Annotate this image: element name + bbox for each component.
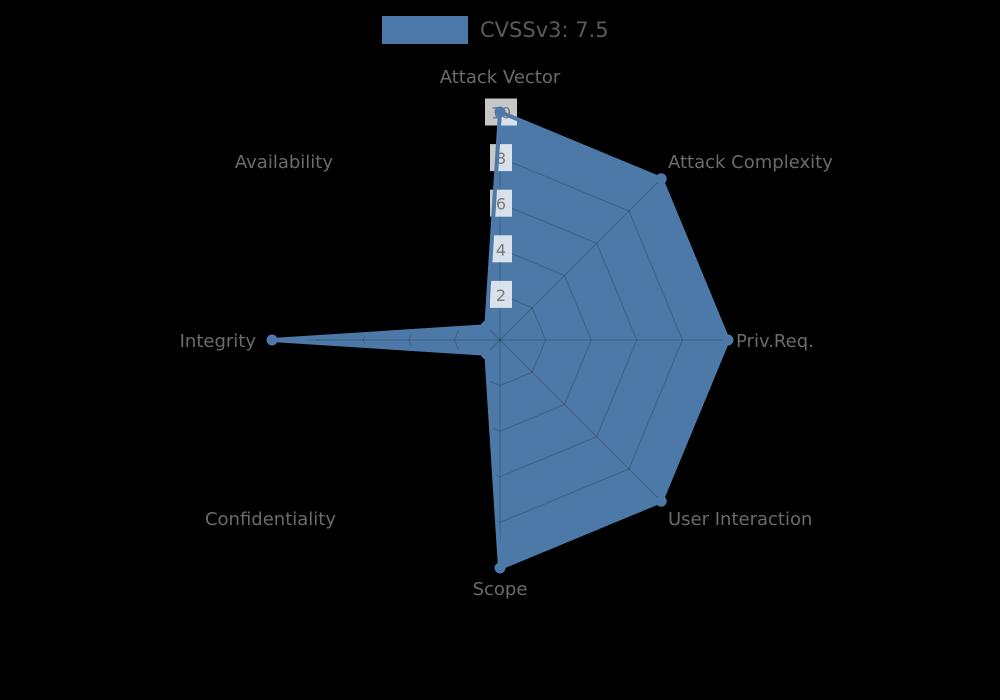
axis-label-attack-complexity: Attack Complexity	[668, 152, 833, 173]
tick-box	[490, 280, 512, 308]
data-point-dot	[722, 334, 734, 346]
grid-spoke	[338, 339, 501, 502]
legend: CVSSv3: 7.5	[382, 16, 609, 44]
data-point-dot	[494, 106, 506, 118]
data-point-dot	[494, 562, 506, 574]
grid-spoke	[499, 339, 662, 502]
grid-spoke	[499, 178, 662, 341]
grid-spoke	[338, 178, 501, 341]
axis-label-attack-vector: Attack Vector	[440, 67, 561, 88]
data-point-dot	[655, 173, 667, 185]
legend-label: CVSSv3: 7.5	[480, 18, 609, 42]
data-point-dot	[266, 334, 278, 346]
tick-box	[490, 235, 512, 263]
axis-label-user-interaction: User Interaction	[668, 509, 812, 530]
tick-label: 2	[496, 286, 506, 305]
axis-label-scope: Scope	[473, 579, 528, 600]
series-fill	[272, 112, 728, 568]
tick-label: 6	[496, 195, 506, 214]
axis-label-confidentiality: Confidentiality	[205, 509, 336, 530]
tick-label: 4	[496, 240, 506, 259]
axis-label-priv-req: Priv.Req.	[736, 331, 814, 352]
data-point-dot	[480, 348, 492, 360]
data-point-dot	[655, 495, 667, 507]
axis-label-availability: Availability	[235, 152, 333, 173]
axis-label-integrity: Integrity	[180, 331, 257, 352]
data-point-dot	[480, 320, 492, 332]
tick-label: 8	[496, 149, 506, 168]
legend-swatch	[382, 16, 468, 44]
